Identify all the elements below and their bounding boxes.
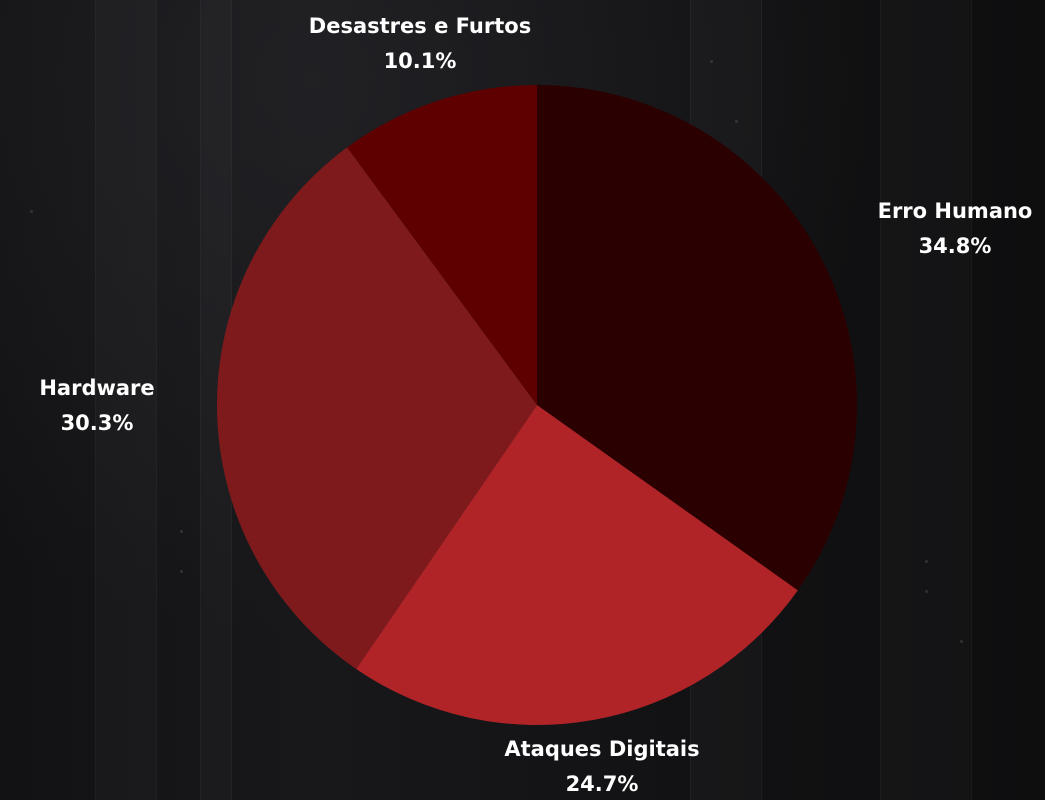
slice-category-label-hardware: Hardware xyxy=(39,376,154,400)
slice-percent-label-ataques-digitais: 24.7% xyxy=(566,772,639,796)
slice-category-label-desastres-e-furtos: Desastres e Furtos xyxy=(309,14,531,38)
slice-category-label-ataques-digitais: Ataques Digitais xyxy=(504,737,699,761)
slice-percent-label-hardware: 30.3% xyxy=(61,411,134,435)
slice-percent-label-desastres-e-furtos: 10.1% xyxy=(384,49,457,73)
slice-category-label-erro-humano: Erro Humano xyxy=(878,199,1033,223)
slice-percent-label-erro-humano: 34.8% xyxy=(919,234,992,258)
pie-slice-desastres-e-furtos xyxy=(347,84,537,405)
pie-slice-hardware xyxy=(216,147,538,669)
pie-slice-erro-humano xyxy=(537,85,857,591)
pie-slice-ataques-digitais xyxy=(356,405,798,725)
